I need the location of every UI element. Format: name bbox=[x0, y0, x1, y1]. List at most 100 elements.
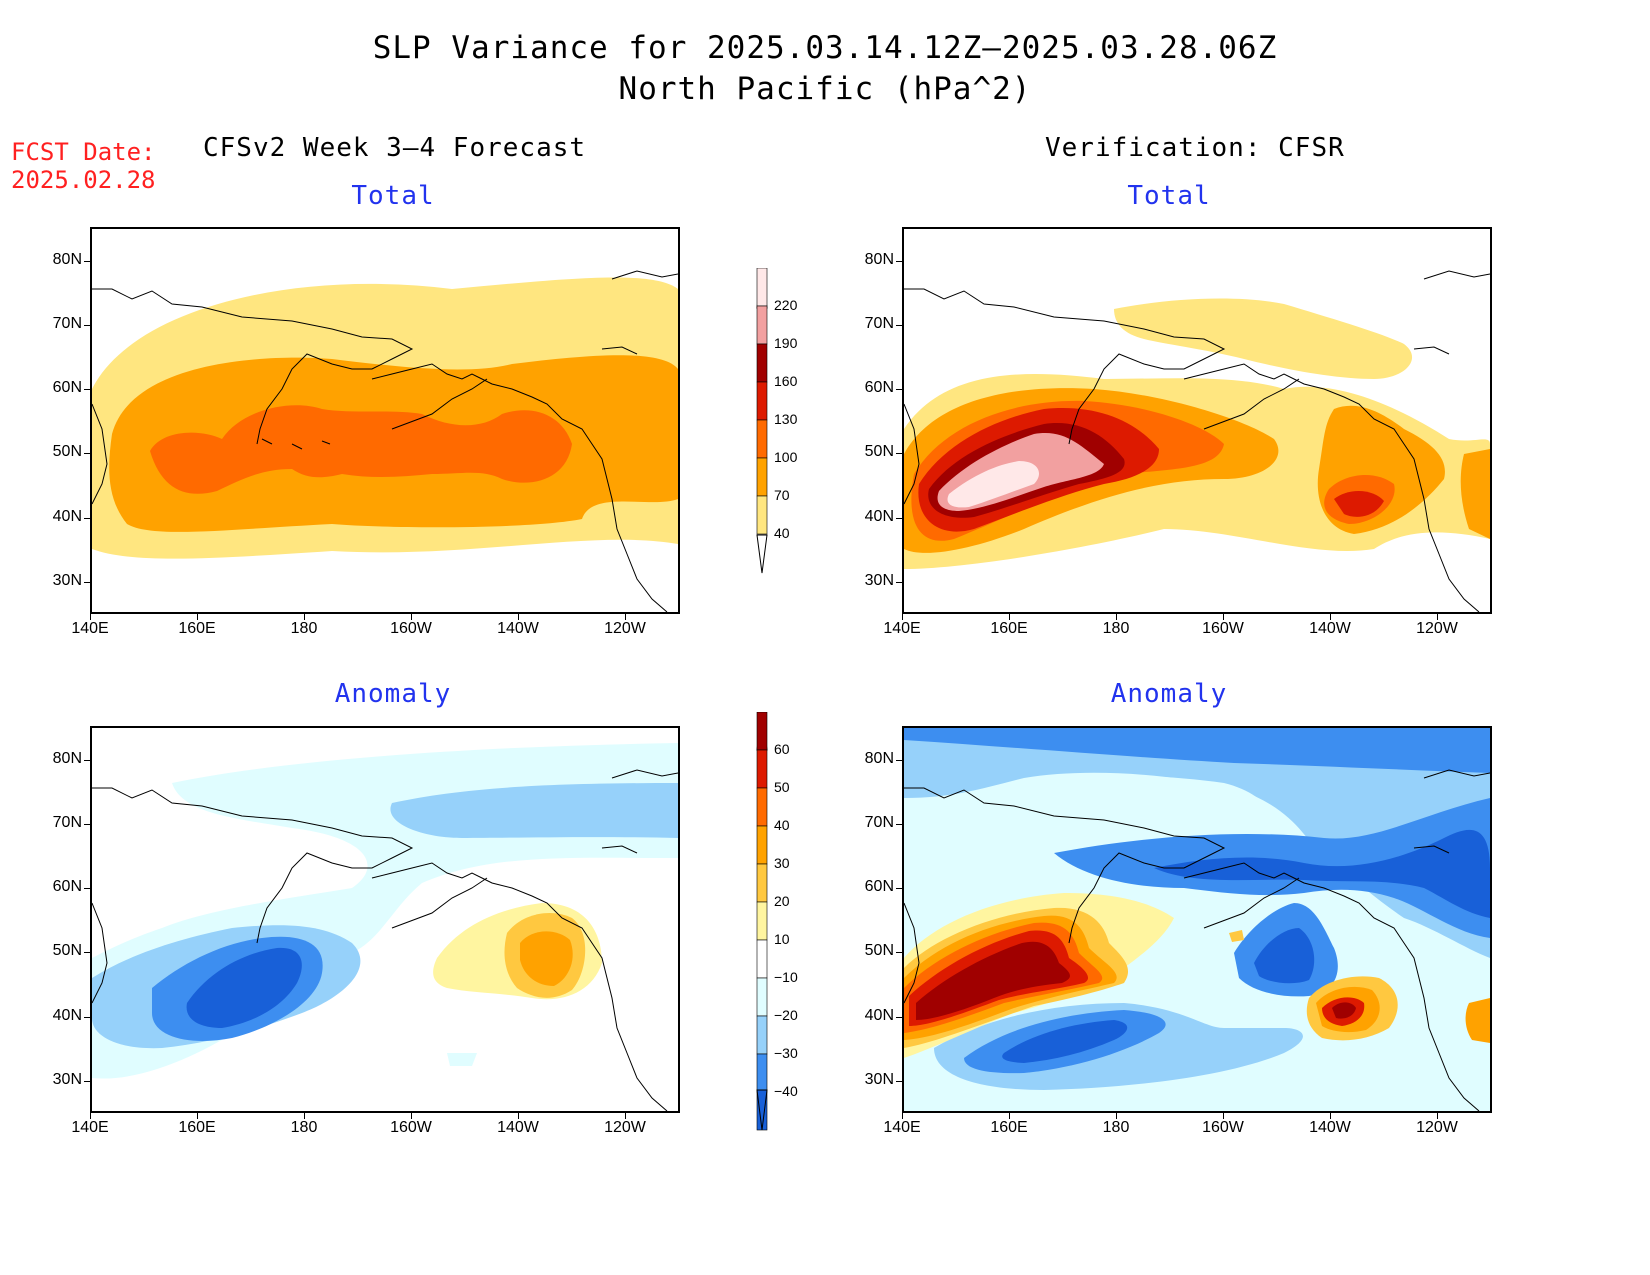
lat-label-forecast-total: 80N bbox=[52, 251, 82, 268]
colorbar-anomaly-swatch bbox=[756, 939, 768, 979]
lat-tick bbox=[896, 518, 902, 519]
colorbar-anomaly-label: −10 bbox=[774, 969, 798, 985]
coastlines bbox=[904, 769, 1490, 1111]
lat-label-forecast-anomaly: 40N bbox=[52, 1007, 82, 1024]
lon-tick bbox=[90, 1113, 91, 1119]
lat-tick bbox=[896, 389, 902, 390]
lon-tick bbox=[1009, 1113, 1010, 1119]
colorbar-total-swatch bbox=[756, 457, 768, 497]
fcst-date-label: FCST Date: bbox=[11, 138, 156, 166]
lat-label-verification-total: 60N bbox=[864, 379, 894, 396]
lat-tick bbox=[84, 952, 90, 953]
lat-label-forecast-total: 40N bbox=[52, 508, 82, 525]
lon-label-forecast-anomaly: 160W bbox=[390, 1119, 432, 1136]
colorbar-total-swatch bbox=[756, 419, 768, 459]
lon-label-verification-total: 160W bbox=[1202, 620, 1244, 637]
lon-label-verification-total: 180 bbox=[1102, 620, 1130, 637]
lon-label-forecast-anomaly: 140W bbox=[497, 1119, 539, 1136]
colorbar-anomaly-arrow-bottom bbox=[756, 1089, 768, 1131]
lat-tick bbox=[84, 760, 90, 761]
colorbar-total-label: 160 bbox=[774, 373, 798, 389]
colorbar-total-label: 40 bbox=[774, 525, 790, 541]
lat-label-verification-total: 70N bbox=[864, 315, 894, 332]
map-forecast-anomaly bbox=[90, 726, 680, 1113]
lat-label-verification-anomaly: 60N bbox=[864, 878, 894, 895]
panel-title-verification-anomaly: Anomaly bbox=[1110, 679, 1228, 709]
lon-label-verification-anomaly: 160E bbox=[990, 1119, 1028, 1136]
lat-tick bbox=[84, 1017, 90, 1018]
contour-130-east bbox=[1334, 490, 1384, 517]
contour-neg10-hole bbox=[1012, 775, 1272, 849]
lon-label-forecast-total: 160E bbox=[178, 620, 216, 637]
map-forecast-total bbox=[90, 227, 680, 614]
colorbar-anomaly-label: 20 bbox=[774, 893, 790, 909]
coastlines bbox=[92, 769, 678, 1111]
colorbar-anomaly-swatch bbox=[756, 901, 768, 941]
colorbar-total-swatch bbox=[756, 343, 768, 383]
map-verification-anomaly bbox=[902, 726, 1492, 1113]
lat-tick bbox=[84, 325, 90, 326]
lon-label-forecast-anomaly: 140E bbox=[71, 1119, 109, 1136]
fcst-date: FCST Date: 2025.02.28 bbox=[11, 138, 156, 194]
lon-label-forecast-total: 120W bbox=[604, 620, 646, 637]
lon-label-verification-anomaly: 160W bbox=[1202, 1119, 1244, 1136]
colorbar-total-swatch bbox=[756, 268, 768, 307]
lat-tick bbox=[896, 888, 902, 889]
lat-label-verification-anomaly: 40N bbox=[864, 1007, 894, 1024]
lon-label-verification-anomaly: 180 bbox=[1102, 1119, 1130, 1136]
lon-tick bbox=[1437, 1113, 1438, 1119]
coastlines bbox=[92, 270, 678, 612]
lon-tick bbox=[197, 614, 198, 620]
panel-title-verification-total: Total bbox=[1127, 181, 1211, 211]
lat-label-verification-total: 80N bbox=[864, 251, 894, 268]
main-title: SLP Variance for 2025.03.14.12Z–2025.03.… bbox=[372, 30, 1278, 66]
lat-label-verification-total: 30N bbox=[864, 572, 894, 589]
lon-tick bbox=[1223, 1113, 1224, 1119]
lon-tick bbox=[197, 1113, 198, 1119]
lon-tick bbox=[90, 614, 91, 620]
lat-label-verification-anomaly: 30N bbox=[864, 1071, 894, 1088]
lon-tick bbox=[1116, 1113, 1117, 1119]
contour-220 bbox=[947, 461, 1039, 508]
colorbar-anomaly-swatch bbox=[756, 1015, 768, 1055]
lat-label-verification-total: 40N bbox=[864, 508, 894, 525]
contour-100 bbox=[150, 405, 572, 494]
lat-tick bbox=[896, 760, 902, 761]
contour-pos-edge bbox=[1465, 998, 1490, 1043]
colorbar-total-label: 220 bbox=[774, 297, 798, 313]
lon-label-forecast-total: 140E bbox=[71, 620, 109, 637]
lat-tick bbox=[84, 453, 90, 454]
colorbar-anomaly-swatch bbox=[756, 712, 768, 751]
lat-label-verification-anomaly: 80N bbox=[864, 750, 894, 767]
colorbar-anomaly-label: 50 bbox=[774, 779, 790, 795]
lon-label-forecast-anomaly: 180 bbox=[290, 1119, 318, 1136]
contour-neg40-south bbox=[1002, 1020, 1128, 1063]
colorbar-total-swatch bbox=[756, 381, 768, 421]
colorbar-anomaly-swatch bbox=[756, 825, 768, 865]
colorbar-total: 220 190 160 130 100 70 40 bbox=[752, 268, 832, 578]
lon-label-forecast-total: 160W bbox=[390, 620, 432, 637]
lat-label-forecast-total: 30N bbox=[52, 572, 82, 589]
coastlines bbox=[904, 270, 1490, 612]
lon-tick bbox=[625, 1113, 626, 1119]
column-title-forecast: CFSv2 Week 3–4 Forecast bbox=[203, 133, 587, 163]
lon-tick bbox=[902, 614, 903, 620]
lon-label-forecast-total: 180 bbox=[290, 620, 318, 637]
contour-neg10-small bbox=[447, 1053, 477, 1066]
lon-label-forecast-total: 140W bbox=[497, 620, 539, 637]
panel-title-forecast-total: Total bbox=[351, 181, 435, 211]
colorbar-anomaly-label: −20 bbox=[774, 1007, 798, 1023]
colorbar-anomaly-swatch bbox=[756, 977, 768, 1017]
lat-tick bbox=[896, 261, 902, 262]
lat-label-forecast-total: 60N bbox=[52, 379, 82, 396]
lat-tick bbox=[84, 518, 90, 519]
lon-tick bbox=[1223, 614, 1224, 620]
colorbar-total-swatch bbox=[756, 495, 768, 535]
colorbar-total-label: 100 bbox=[774, 449, 798, 465]
colorbar-anomaly-label: −30 bbox=[774, 1045, 798, 1061]
lon-label-forecast-anomaly: 120W bbox=[604, 1119, 646, 1136]
lat-tick bbox=[84, 888, 90, 889]
lat-label-verification-anomaly: 50N bbox=[864, 942, 894, 959]
lon-tick bbox=[411, 1113, 412, 1119]
lon-tick bbox=[625, 614, 626, 620]
